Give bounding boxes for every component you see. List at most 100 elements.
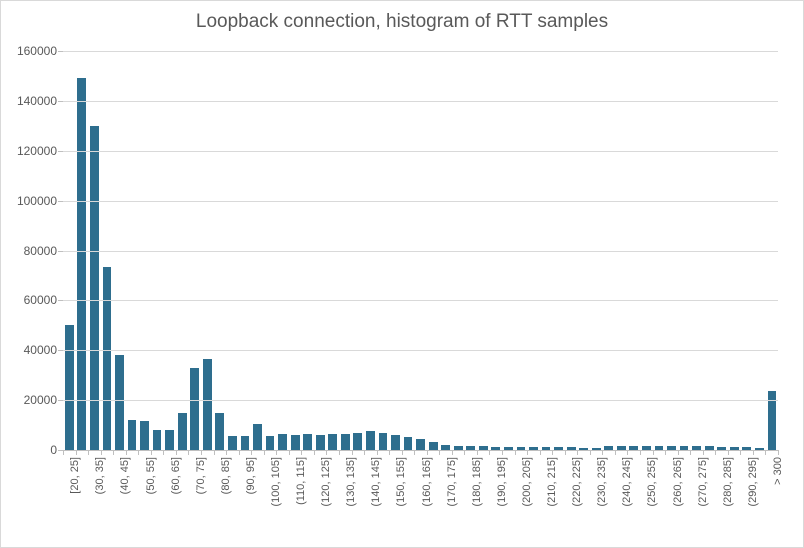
y-tick-label: 80000 [7,244,57,258]
bar [617,446,626,450]
bar [629,446,638,450]
x-label-slot [151,451,164,547]
x-label-slot: (290, 295] [741,451,754,547]
plot-area: 0200004000060000800001000001200001400001… [63,51,778,451]
bar [692,446,701,450]
y-tick-label: 60000 [7,293,57,307]
x-label-slot: (280, 285] [715,451,728,547]
bar [730,447,739,450]
x-label-slot: (260, 265] [665,451,678,547]
x-label-slot: (110, 115] [289,451,302,547]
y-tick-label: 100000 [7,194,57,208]
x-label-slot [126,451,139,547]
x-label-slot [603,451,616,547]
x-label-slot [301,451,314,547]
y-tick-label: 40000 [7,343,57,357]
x-label-slot: (270, 275] [690,451,703,547]
bar [655,446,664,450]
y-gridline [63,151,778,152]
y-gridline [63,300,778,301]
bar [680,446,689,450]
x-label-slot: (140, 145] [364,451,377,547]
x-label-slot [477,451,490,547]
x-label-slot: (50, 55] [138,451,151,547]
bar [140,421,149,450]
bar [341,434,350,450]
x-label-slot: (240, 245] [615,451,628,547]
bar [128,420,137,450]
y-tick-label: 140000 [7,94,57,108]
x-label-slot [703,451,716,547]
x-label-slot: (120, 125] [314,451,327,547]
x-label-slot [402,451,415,547]
x-label-slot [653,451,666,547]
y-gridline [63,350,778,351]
x-label-slot [76,451,89,547]
x-label-slot [502,451,515,547]
x-label-slot: (210, 215] [540,451,553,547]
x-label-slot: (170, 175] [439,451,452,547]
x-label-slot [352,451,365,547]
bar [353,433,362,450]
x-label-slot [552,451,565,547]
bar [77,78,86,450]
bar [517,447,526,450]
x-label-slot: (160, 165] [414,451,427,547]
x-label-slot [377,451,390,547]
bar [416,439,425,450]
x-axis-labels: [20, 25](30, 35](40, 45](50, 55](60, 65]… [63,451,778,547]
bar [717,447,726,450]
bar [742,447,751,450]
bar [215,413,224,450]
bar [303,434,312,450]
bar [479,446,488,450]
x-label-slot: (40, 45] [113,451,126,547]
x-label-slot: (200, 205] [515,451,528,547]
chart-title: Loopback connection, histogram of RTT sa… [1,11,803,33]
bar [491,447,500,450]
bar [379,433,388,450]
bar [65,325,74,450]
x-label-slot: (60, 65] [163,451,176,547]
y-tick-label: 120000 [7,144,57,158]
bar [291,435,300,450]
bar [266,436,275,450]
bar [228,436,237,450]
x-label-slot: (90, 95] [239,451,252,547]
x-label-slot: (220, 225] [565,451,578,547]
x-label-slot: > 300 [766,451,779,547]
x-label-slot [728,451,741,547]
x-label-slot [753,451,766,547]
y-tick-mark [58,151,63,152]
x-label-slot [251,451,264,547]
x-label-slot [678,451,691,547]
bar [604,446,613,450]
bar [90,126,99,450]
bar [454,446,463,450]
bar [253,424,262,450]
bar [366,431,375,450]
y-tick-mark [58,201,63,202]
bar [705,446,714,450]
bar [241,436,250,450]
bar [203,359,212,450]
bar [504,447,513,450]
y-tick-mark [58,51,63,52]
histogram-chart: Loopback connection, histogram of RTT sa… [0,0,804,548]
bar [404,437,413,450]
bar [391,435,400,450]
bar [103,267,112,450]
x-label-slot [452,451,465,547]
y-gridline [63,251,778,252]
x-label-slot: [20, 25] [63,451,76,547]
bar [190,368,199,450]
bar [153,430,162,450]
bar [567,447,576,450]
bar [429,442,438,450]
y-tick-label: 0 [7,443,57,457]
x-label-slot: (230, 235] [590,451,603,547]
y-gridline [63,51,778,52]
x-label-slot [628,451,641,547]
bar [466,446,475,450]
bar [441,445,450,450]
